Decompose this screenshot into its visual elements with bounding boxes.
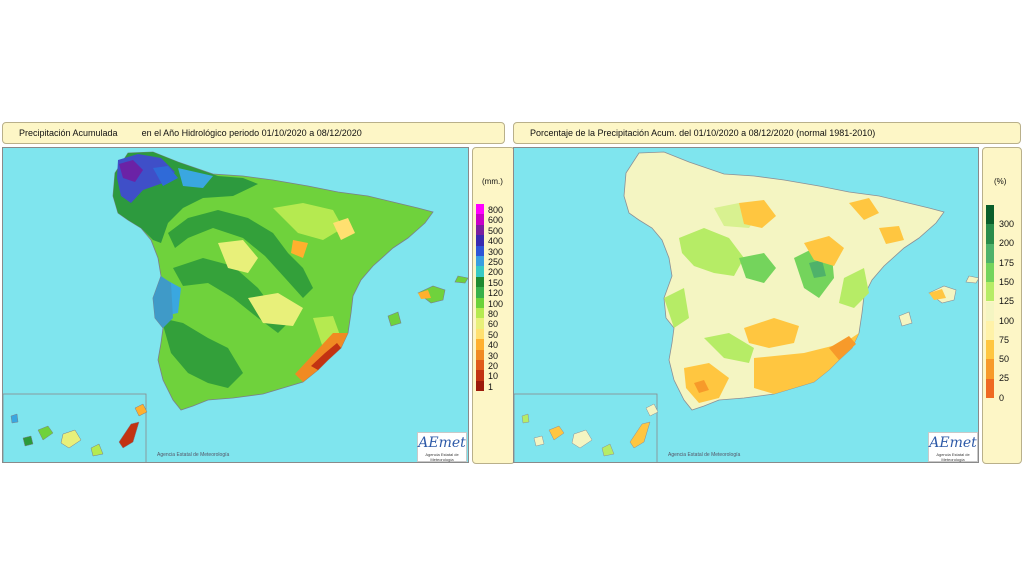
legend-label: 800 — [488, 205, 504, 215]
legend-label: 40 — [488, 340, 499, 351]
legend-swatch — [476, 204, 484, 215]
right-map-title: Porcentaje de la Precipitación Acum. del… — [513, 122, 1021, 144]
legend-swatch — [986, 340, 994, 360]
legend-swatch — [476, 245, 484, 256]
legend-swatch — [476, 297, 484, 308]
legend-swatch — [476, 214, 484, 225]
legend-label: 100 — [488, 298, 504, 309]
legend-label: 150 — [488, 277, 504, 288]
legend-label: 300 — [999, 219, 1015, 229]
legend-swatch — [476, 380, 484, 392]
legend-swatch — [476, 224, 484, 236]
legend-label: 500 — [488, 225, 504, 236]
left-map-title: Precipitación Acumulada en el Año Hidroló… — [2, 122, 505, 144]
legend-swatch — [476, 308, 484, 319]
legend-swatch — [476, 266, 484, 277]
legend-label: 200 — [488, 267, 504, 278]
legend-label: 50 — [488, 329, 499, 340]
legend-label: 0 — [999, 392, 1005, 403]
logo-text: AEmet — [418, 435, 466, 451]
credit-text-right: Agencia Estatal de Meteorología — [668, 452, 741, 458]
canary-islands — [10, 403, 148, 457]
legend-label: 75 — [999, 334, 1010, 345]
legend-swatch — [986, 262, 994, 283]
legend-label: 250 — [488, 257, 504, 267]
legend-swatch — [476, 318, 484, 329]
percentage-map: Agencia Estatal de Meteorología AEmet Ag… — [513, 147, 979, 463]
left-title-part2: en el Año Hidrológico periodo 01/10/2020… — [141, 128, 362, 138]
aemet-logo: AEmet Agencia Estatal de Meteorología — [417, 432, 467, 462]
legend-label: 50 — [999, 354, 1010, 365]
left-legend: (mm.) 800 600 500 400 300 250 200 150 120 100 80 60… — [472, 147, 515, 464]
precipitation-map: Agencia Estatal de Meteorología AEmet Ag… — [2, 147, 469, 463]
right-legend: (%) 300 200 175 150 125 100 75 50 25 0 — [982, 147, 1022, 464]
legend-label: 10 — [488, 371, 499, 382]
legend-swatch — [476, 328, 484, 340]
legend-label: 125 — [999, 296, 1015, 307]
left-title-part1: Precipitación Acumulada — [19, 128, 118, 138]
right-title-text: Porcentaje de la Precipitación Acum. del… — [530, 128, 876, 138]
logo-subtext: Agencia Estatal de Meteorología — [425, 452, 459, 462]
legend-label: 120 — [488, 288, 504, 299]
left-legend-unit: (mm.) — [482, 177, 503, 186]
legend-swatch — [476, 349, 484, 360]
legend-swatch — [476, 276, 484, 288]
logo-text-right: AEmet — [929, 435, 977, 451]
balearic-islands — [387, 275, 468, 327]
legend-swatch — [986, 205, 994, 225]
legend-swatch — [476, 370, 484, 381]
legend-label: 200 — [999, 238, 1015, 249]
legend-swatch — [476, 256, 484, 267]
legend-swatch — [986, 378, 994, 398]
legend-label: 400 — [488, 236, 504, 247]
aemet-logo-right: AEmet Agencia Estatal de Meteorología — [928, 432, 978, 462]
credit-text: Agencia Estatal de Meteorología — [157, 452, 230, 458]
legend-label: 25 — [999, 373, 1010, 384]
legend-label: 100 — [999, 315, 1015, 326]
legend-label: 600 — [488, 215, 504, 226]
legend-label: 300 — [488, 246, 504, 257]
right-legend-unit: (%) — [994, 177, 1007, 186]
legend-label: 175 — [999, 257, 1015, 268]
legend-label: 30 — [488, 350, 499, 361]
legend-swatch — [986, 301, 994, 321]
legend-swatch — [986, 320, 994, 341]
legend-swatch — [986, 243, 994, 263]
legend-swatch — [986, 224, 994, 244]
legend-swatch — [476, 339, 484, 350]
legend-swatch — [476, 360, 484, 371]
legend-label: 80 — [488, 309, 499, 319]
legend-swatch — [476, 287, 484, 298]
logo-subtext-right: Agencia Estatal de Meteorología — [936, 452, 970, 462]
legend-swatch — [986, 359, 994, 379]
legend-label: 150 — [999, 276, 1015, 287]
legend-label: 1 — [488, 381, 494, 392]
legend-label: 20 — [488, 361, 499, 371]
legend-swatch — [476, 235, 484, 246]
legend-label: 60 — [488, 319, 499, 330]
legend-swatch — [986, 282, 994, 302]
